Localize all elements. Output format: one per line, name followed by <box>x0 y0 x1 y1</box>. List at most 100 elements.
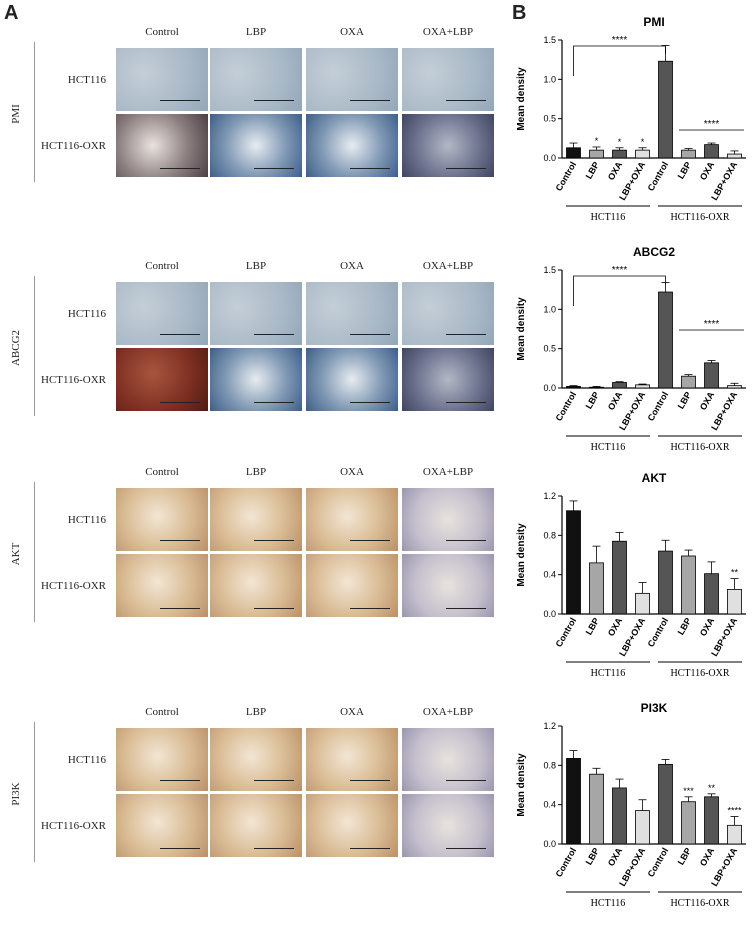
scale-bar <box>254 100 294 101</box>
ihc-micrograph-tile <box>306 348 398 411</box>
group-label: HCT116-OXR <box>670 668 729 679</box>
bar <box>566 386 581 389</box>
x-tick-label: LBP <box>676 616 694 637</box>
x-tick-label: OXA <box>606 616 625 638</box>
ihc-column-header: Control <box>145 260 179 272</box>
bar <box>704 573 719 615</box>
chart-title: PMI <box>643 15 664 29</box>
bar <box>612 149 627 159</box>
bar <box>681 555 696 615</box>
ihc-row-label: HCT116-OXR <box>41 820 106 832</box>
scale-bar <box>160 780 200 781</box>
scale-bar <box>350 334 390 335</box>
significance-label: *** <box>683 786 694 796</box>
ihc-micrograph-tile <box>210 48 302 111</box>
ihc-marker-label: ABCG2 <box>10 329 22 367</box>
scale-bar <box>446 848 486 849</box>
ihc-micrograph-tile <box>210 282 302 345</box>
significance-label: * <box>618 137 622 147</box>
significance-label: **** <box>704 119 720 130</box>
y-tick-label: 0.0 <box>543 153 556 163</box>
group-label: HCT116-OXR <box>670 442 729 453</box>
scale-bar <box>160 608 200 609</box>
comparison-bracket <box>573 275 666 306</box>
bar <box>681 149 696 159</box>
group-label: HCT116-OXR <box>670 212 729 223</box>
y-axis-label: Mean density <box>516 297 527 361</box>
bar <box>612 540 627 615</box>
ihc-micrograph-tile <box>402 48 494 111</box>
ihc-micrograph-tile <box>210 348 302 411</box>
y-tick-label: 1.0 <box>543 304 556 314</box>
ihc-row-label: HCT116 <box>67 74 106 86</box>
scale-bar <box>446 608 486 609</box>
scale-bar <box>254 848 294 849</box>
ihc-micrograph-tile <box>116 488 208 551</box>
ihc-micrograph-tile <box>116 794 208 857</box>
scale-bar <box>350 780 390 781</box>
y-tick-label: 0.4 <box>543 800 556 810</box>
ihc-column-header: OXA+LBP <box>422 466 474 478</box>
x-tick-label: OXA <box>606 160 625 182</box>
y-axis-label: Mean density <box>516 67 527 131</box>
chart-title: AKT <box>642 471 667 485</box>
panel-label-a: A <box>4 2 19 24</box>
y-tick-label: 0.5 <box>543 114 556 124</box>
ihc-micrograph-tile <box>306 794 398 857</box>
ihc-micrograph-tile <box>116 114 208 177</box>
y-tick-label: 1.2 <box>543 491 556 501</box>
group-label: HCT116 <box>591 668 626 679</box>
bar <box>635 384 650 389</box>
ihc-micrograph-tile <box>210 114 302 177</box>
ihc-micrograph-tile <box>402 348 494 411</box>
x-tick-label: LBP <box>584 616 602 637</box>
scale-bar <box>160 334 200 335</box>
ihc-column-header: LBP <box>245 26 267 38</box>
ihc-column-header: LBP <box>245 706 267 718</box>
ihc-micrograph-tile <box>402 794 494 857</box>
ihc-column-header: OXA+LBP <box>422 26 474 38</box>
ihc-column-header: OXA <box>340 706 364 718</box>
group-label: HCT116 <box>591 442 626 453</box>
ihc-micrograph-tile <box>306 554 398 617</box>
x-tick-label: OXA <box>698 846 717 868</box>
ihc-column-header: OXA+LBP <box>422 706 474 718</box>
ihc-micrograph-tile <box>306 728 398 791</box>
marker-divider-line <box>34 482 35 622</box>
panel-label-b: B <box>512 2 527 24</box>
ihc-micrograph-tile <box>116 282 208 345</box>
bar <box>658 763 673 845</box>
scale-bar <box>350 608 390 609</box>
ihc-column-header: Control <box>145 26 179 38</box>
bar <box>727 824 742 845</box>
ihc-column-header: OXA <box>340 260 364 272</box>
bar <box>589 386 604 389</box>
scale-bar <box>254 402 294 403</box>
ihc-row-label: HCT116 <box>67 754 106 766</box>
comparison-bracket <box>573 45 666 76</box>
x-tick-label: Control <box>646 846 671 879</box>
y-tick-label: 0.8 <box>543 530 556 540</box>
scale-bar <box>446 168 486 169</box>
ihc-row-label: HCT116-OXR <box>41 580 106 592</box>
y-tick-label: 1.2 <box>543 721 556 731</box>
significance-label: **** <box>612 265 628 276</box>
scale-bar <box>446 402 486 403</box>
ihc-row-label: HCT116 <box>67 308 106 320</box>
ihc-micrograph-tile <box>402 114 494 177</box>
x-tick-label: Control <box>554 846 579 879</box>
ihc-marker-label: PI3K <box>10 782 22 806</box>
x-tick-label: OXA <box>698 160 717 182</box>
marker-divider-line <box>34 42 35 182</box>
ihc-column-header: LBP <box>245 466 267 478</box>
significance-label: * <box>595 136 599 146</box>
scale-bar <box>160 540 200 541</box>
scale-bar <box>446 334 486 335</box>
bar <box>704 144 719 159</box>
bar <box>589 149 604 159</box>
ihc-row-label: HCT116-OXR <box>41 140 106 152</box>
y-axis-label: Mean density <box>516 523 527 587</box>
x-tick-label: LBP <box>676 160 694 181</box>
scale-bar <box>160 168 200 169</box>
